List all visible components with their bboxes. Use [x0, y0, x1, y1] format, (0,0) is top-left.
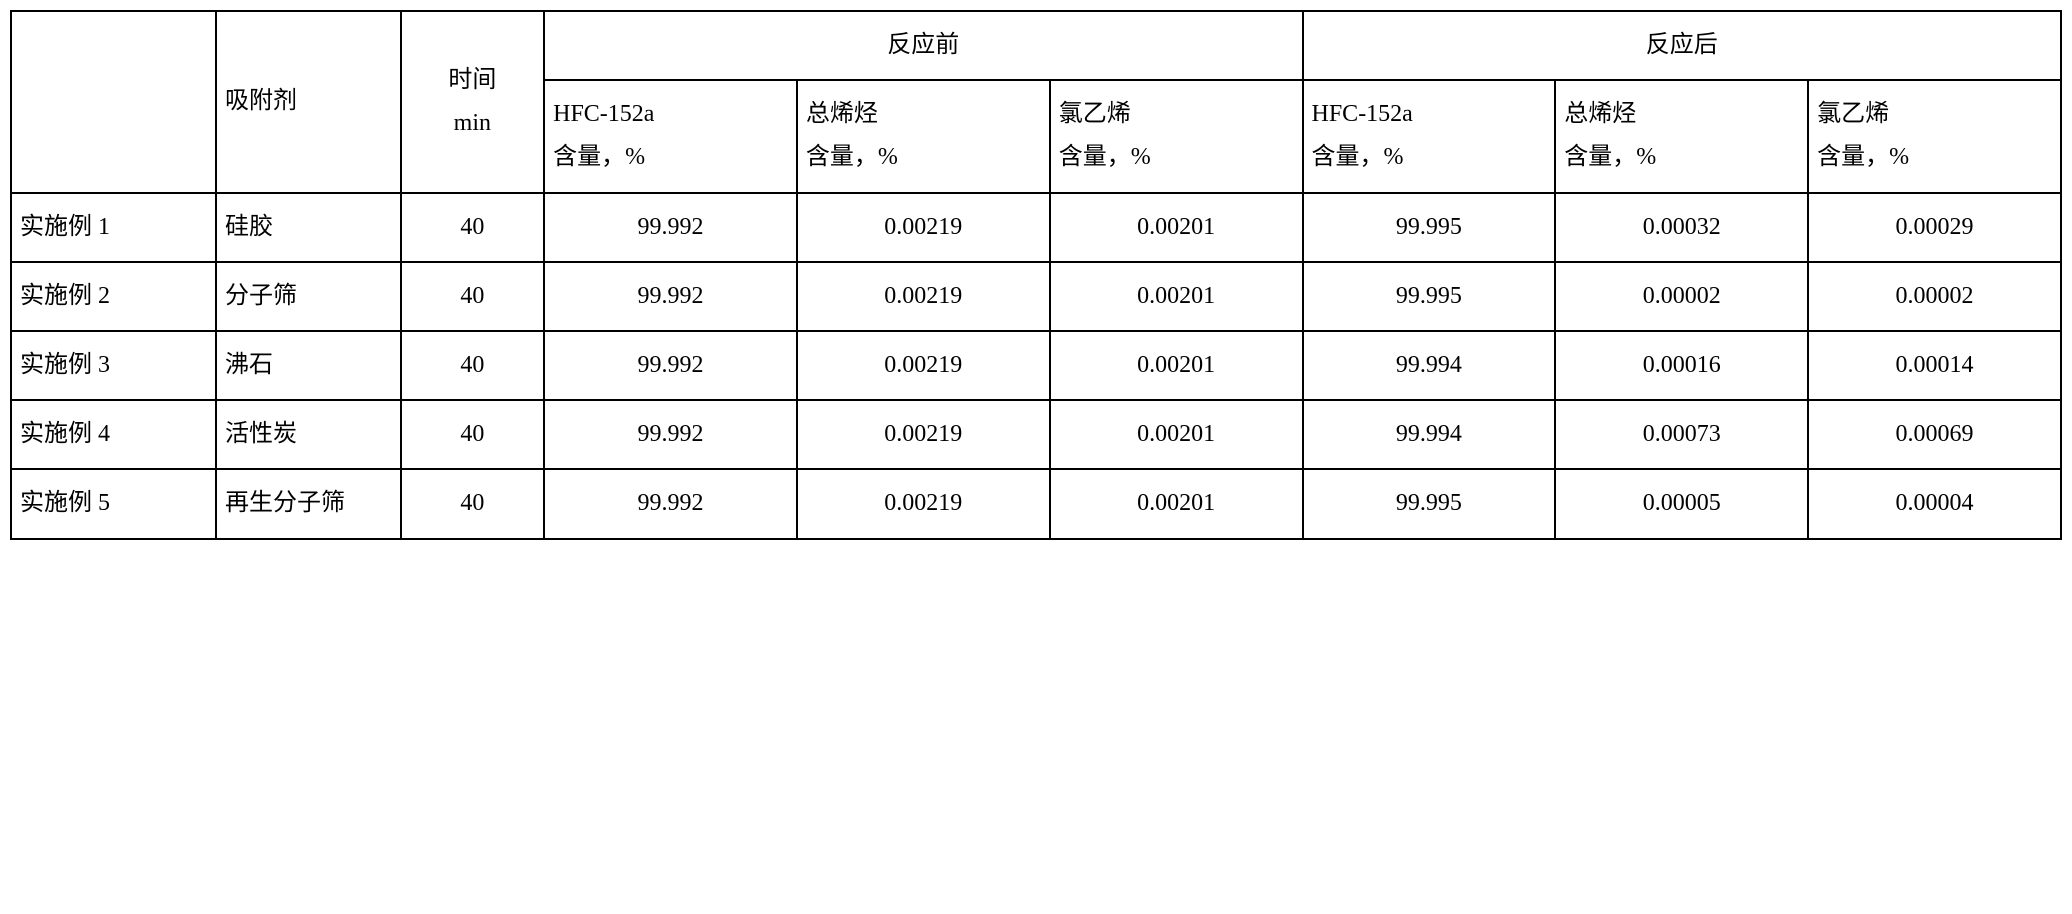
- cell-before-hfc: 99.992: [544, 400, 797, 469]
- cell-adsorbent: 沸石: [216, 331, 401, 400]
- cell-time: 40: [401, 331, 545, 400]
- cell-after-hfc: 99.995: [1303, 262, 1556, 331]
- cell-after-vinyl: 0.00029: [1808, 193, 2061, 262]
- cell-before-olefin: 0.00219: [797, 262, 1050, 331]
- header-before-vinyl: 氯乙烯含量，%: [1050, 80, 1303, 192]
- cell-after-vinyl: 0.00069: [1808, 400, 2061, 469]
- cell-example: 实施例 1: [11, 193, 216, 262]
- cell-after-hfc: 99.995: [1303, 193, 1556, 262]
- header-time: 时间min: [401, 11, 545, 193]
- cell-before-hfc: 99.992: [544, 469, 797, 538]
- cell-before-olefin: 0.00219: [797, 400, 1050, 469]
- adsorbent-experiment-table: 吸附剂 时间min 反应前 反应后 HFC-152a含量，% 总烯烃含量，% 氯…: [10, 10, 2062, 540]
- table-row: 实施例 5 再生分子筛 40 99.992 0.00219 0.00201 99…: [11, 469, 2061, 538]
- table-row: 实施例 4 活性炭 40 99.992 0.00219 0.00201 99.9…: [11, 400, 2061, 469]
- cell-after-olefin: 0.00016: [1555, 331, 1808, 400]
- cell-before-olefin: 0.00219: [797, 469, 1050, 538]
- cell-before-hfc: 99.992: [544, 262, 797, 331]
- cell-adsorbent: 活性炭: [216, 400, 401, 469]
- cell-time: 40: [401, 193, 545, 262]
- cell-after-olefin: 0.00005: [1555, 469, 1808, 538]
- cell-before-olefin: 0.00219: [797, 331, 1050, 400]
- cell-example: 实施例 5: [11, 469, 216, 538]
- cell-before-hfc: 99.992: [544, 331, 797, 400]
- cell-before-vinyl: 0.00201: [1050, 262, 1303, 331]
- header-empty-cell: [11, 11, 216, 193]
- cell-after-vinyl: 0.00004: [1808, 469, 2061, 538]
- cell-after-olefin: 0.00073: [1555, 400, 1808, 469]
- header-after-vinyl: 氯乙烯含量，%: [1808, 80, 2061, 192]
- cell-after-olefin: 0.00002: [1555, 262, 1808, 331]
- header-after-olefin: 总烯烃含量，%: [1555, 80, 1808, 192]
- cell-before-vinyl: 0.00201: [1050, 400, 1303, 469]
- cell-time: 40: [401, 469, 545, 538]
- cell-before-hfc: 99.992: [544, 193, 797, 262]
- header-before-hfc: HFC-152a含量，%: [544, 80, 797, 192]
- cell-time: 40: [401, 400, 545, 469]
- cell-before-olefin: 0.00219: [797, 193, 1050, 262]
- header-before-reaction: 反应前: [544, 11, 1302, 80]
- cell-before-vinyl: 0.00201: [1050, 193, 1303, 262]
- table-row: 实施例 2 分子筛 40 99.992 0.00219 0.00201 99.9…: [11, 262, 2061, 331]
- table-row: 实施例 1 硅胶 40 99.992 0.00219 0.00201 99.99…: [11, 193, 2061, 262]
- cell-example: 实施例 3: [11, 331, 216, 400]
- header-adsorbent: 吸附剂: [216, 11, 401, 193]
- header-after-reaction: 反应后: [1303, 11, 2062, 80]
- cell-after-hfc: 99.995: [1303, 469, 1556, 538]
- cell-adsorbent: 再生分子筛: [216, 469, 401, 538]
- cell-before-vinyl: 0.00201: [1050, 469, 1303, 538]
- cell-before-vinyl: 0.00201: [1050, 331, 1303, 400]
- cell-time: 40: [401, 262, 545, 331]
- table-header: 吸附剂 时间min 反应前 反应后 HFC-152a含量，% 总烯烃含量，% 氯…: [11, 11, 2061, 193]
- table-body: 实施例 1 硅胶 40 99.992 0.00219 0.00201 99.99…: [11, 193, 2061, 539]
- header-row-1: 吸附剂 时间min 反应前 反应后: [11, 11, 2061, 80]
- cell-adsorbent: 硅胶: [216, 193, 401, 262]
- cell-after-vinyl: 0.00002: [1808, 262, 2061, 331]
- cell-example: 实施例 2: [11, 262, 216, 331]
- cell-after-hfc: 99.994: [1303, 400, 1556, 469]
- cell-example: 实施例 4: [11, 400, 216, 469]
- cell-after-vinyl: 0.00014: [1808, 331, 2061, 400]
- header-after-hfc: HFC-152a含量，%: [1303, 80, 1556, 192]
- header-before-olefin: 总烯烃含量，%: [797, 80, 1050, 192]
- cell-after-olefin: 0.00032: [1555, 193, 1808, 262]
- cell-adsorbent: 分子筛: [216, 262, 401, 331]
- table-row: 实施例 3 沸石 40 99.992 0.00219 0.00201 99.99…: [11, 331, 2061, 400]
- cell-after-hfc: 99.994: [1303, 331, 1556, 400]
